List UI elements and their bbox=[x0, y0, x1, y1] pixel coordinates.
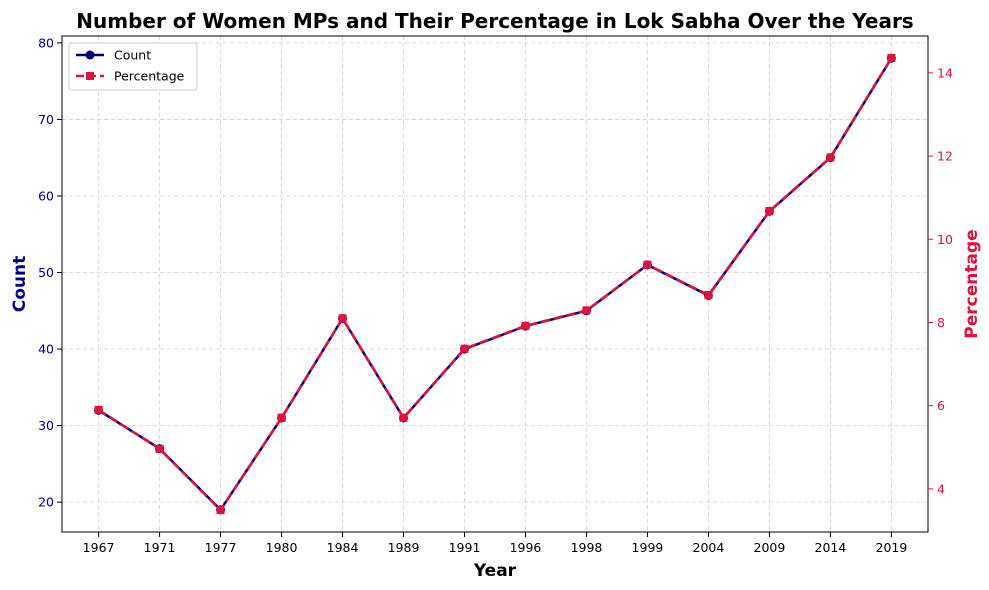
right-y-tick-label: 10 bbox=[937, 232, 953, 247]
x-tick-label: 1984 bbox=[327, 540, 359, 555]
chart-title: Number of Women MPs and Their Percentage… bbox=[76, 9, 913, 33]
right-y-axis: 4 6 8 10 12 14 bbox=[928, 65, 953, 496]
legend-count-marker bbox=[85, 50, 95, 60]
right-y-tick-label: 8 bbox=[937, 315, 945, 330]
left-y-tick-label: 80 bbox=[38, 35, 54, 50]
legend-percentage-label: Percentage bbox=[114, 69, 185, 84]
right-y-tick-label: 6 bbox=[937, 398, 945, 413]
left-y-tick-label: 20 bbox=[38, 495, 54, 510]
data-point-percentage bbox=[155, 444, 164, 453]
data-point-percentage bbox=[399, 413, 408, 422]
x-tick-label: 1971 bbox=[144, 540, 176, 555]
x-tick-label: 1980 bbox=[266, 540, 298, 555]
data-point-percentage bbox=[521, 321, 530, 330]
left-y-tick-label: 50 bbox=[38, 265, 54, 280]
data-point-percentage bbox=[338, 314, 347, 323]
x-tick-label: 1999 bbox=[632, 540, 664, 555]
x-tick-label: 1989 bbox=[388, 540, 420, 555]
series-line-count bbox=[97, 57, 893, 512]
series-line-percentage bbox=[97, 57, 893, 512]
data-point-percentage bbox=[582, 306, 591, 315]
x-tick-label: 1996 bbox=[510, 540, 542, 555]
x-tick-label: 2004 bbox=[693, 540, 725, 555]
right-y-tick-label: 4 bbox=[937, 481, 945, 496]
legend-count-label: Count bbox=[114, 48, 151, 63]
data-point-percentage bbox=[887, 53, 896, 62]
x-tick-label: 1998 bbox=[571, 540, 603, 555]
x-axis: 1967 1971 1977 1980 1984 1989 1991 1996 1998 1999… bbox=[83, 532, 908, 555]
data-point-percentage bbox=[704, 291, 713, 300]
x-tick-label: 2009 bbox=[754, 540, 786, 555]
left-y-axis: 20 30 40 50 60 70 80 bbox=[38, 35, 62, 510]
x-tick-label: 1977 bbox=[205, 540, 237, 555]
x-axis-label: Year bbox=[473, 561, 517, 581]
left-y-tick-label: 60 bbox=[38, 188, 54, 203]
data-point-percentage bbox=[94, 405, 103, 414]
data-point-percentage bbox=[643, 260, 652, 269]
right-y-tick-label: 12 bbox=[937, 149, 953, 164]
grid bbox=[62, 36, 928, 532]
x-tick-label: 2014 bbox=[815, 540, 847, 555]
data-point-percentage bbox=[277, 413, 286, 422]
data-point-percentage bbox=[216, 506, 225, 515]
left-y-tick-label: 40 bbox=[38, 342, 54, 357]
x-tick-label: 1991 bbox=[449, 540, 481, 555]
data-point-percentage bbox=[826, 153, 835, 162]
left-y-tick-label: 30 bbox=[38, 418, 54, 433]
right-y-axis-label: Percentage bbox=[962, 229, 982, 338]
series-layer bbox=[94, 53, 896, 515]
x-tick-label: 2019 bbox=[876, 540, 908, 555]
plot-frame bbox=[61, 35, 929, 533]
x-tick-label: 1967 bbox=[83, 540, 115, 555]
data-point-percentage bbox=[460, 344, 469, 353]
data-point-percentage bbox=[765, 206, 774, 215]
left-y-tick-label: 70 bbox=[38, 112, 54, 127]
legend: Count Percentage bbox=[68, 42, 198, 91]
right-y-tick-label: 14 bbox=[937, 65, 953, 80]
left-y-axis-label: Count bbox=[10, 256, 30, 313]
legend-percentage-marker bbox=[86, 72, 94, 80]
